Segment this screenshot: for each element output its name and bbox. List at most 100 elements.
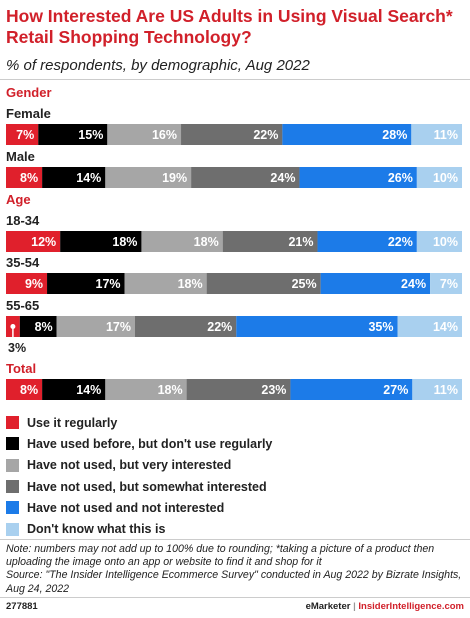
legend-label: Have not used, but very interested	[27, 458, 232, 473]
data-label-total-s1: 14%	[76, 383, 101, 397]
group-label-total: Total	[6, 361, 36, 376]
data-label-55-65-s4: 35%	[368, 320, 393, 334]
note-divider	[0, 539, 470, 540]
data-label-female-s3: 22%	[253, 128, 278, 142]
legend-swatch	[6, 416, 19, 430]
bar-segment-female-s1	[38, 124, 108, 145]
legend-swatch	[6, 437, 19, 451]
bar-segment-total-s2	[105, 379, 187, 400]
data-label-18-34-s1: 18%	[112, 235, 137, 249]
bar-segment-55-65-s4	[236, 316, 398, 337]
legend-swatch	[6, 522, 19, 536]
brand-emarketer: eMarketer	[305, 601, 351, 612]
data-label-35-54-s4: 24%	[401, 277, 426, 291]
data-label-35-54-s5: 7%	[440, 277, 458, 291]
legend-item: Have not used, but very interested	[6, 455, 272, 476]
bar-segment-18-34-s3	[222, 231, 318, 252]
bar-segment-female-s2	[107, 124, 182, 145]
bar-segment-35-54-s4	[320, 273, 431, 294]
data-label-male-s2: 19%	[162, 171, 187, 185]
bar-segment-female-s3	[181, 124, 283, 145]
legend-item: Have not used and not interested	[6, 497, 272, 518]
group-label-age: Age	[6, 192, 31, 207]
data-label-35-54-s2: 18%	[178, 277, 203, 291]
callout-dot-55-65-s0	[10, 324, 16, 329]
data-label-female-s0: 7%	[16, 128, 34, 142]
data-label-male-s5: 10%	[433, 171, 458, 185]
note-text: Note: numbers may not add up to 100% due…	[6, 543, 435, 569]
data-label-female-s1: 15%	[78, 128, 103, 142]
category-label-male: Male	[6, 149, 35, 164]
brand-insiderintelligence: InsiderIntelligence.com	[358, 601, 464, 612]
data-label-55-65-s1: 8%	[35, 320, 53, 334]
category-label-female: Female	[6, 106, 51, 121]
data-label-55-65-s5: 14%	[433, 320, 458, 334]
group-label-gender: Gender	[6, 85, 52, 100]
legend-item: Have used before, but don't use regularl…	[6, 433, 272, 454]
data-label-total-s4: 27%	[383, 383, 408, 397]
bar-segment-total-s5	[412, 379, 462, 400]
data-label-18-34-s0: 12%	[31, 235, 56, 249]
bar-segment-total-s4	[290, 379, 413, 400]
stacked-bar-chart: Gender Age Total Female 7% 15% 16% 22% 28% 11% Mal…	[6, 85, 462, 400]
source-text: Source: "The Insider Intelligence Ecomme…	[6, 569, 462, 595]
bar-segment-35-54-s5	[430, 273, 462, 294]
bar-segment-male-s2	[105, 167, 192, 188]
data-label-female-s4: 28%	[382, 128, 407, 142]
legend-swatch	[6, 480, 19, 494]
bar-segment-female-s4	[282, 124, 412, 145]
category-label-35-54: 35-54	[6, 255, 40, 270]
data-label-55-65-s2: 17%	[106, 320, 131, 334]
chart-id: 277881	[6, 601, 38, 612]
data-label-male-s4: 26%	[388, 171, 413, 185]
legend-label: Have used before, but don't use regularl…	[27, 436, 273, 451]
bar-segment-18-34-s5	[416, 231, 462, 252]
data-label-18-34-s2: 18%	[194, 235, 219, 249]
footer-brand: eMarketer | InsiderIntelligence.com	[306, 601, 464, 612]
legend-item: Use it regularly	[6, 412, 272, 433]
data-label-total-s0: 8%	[20, 383, 38, 397]
data-label-35-54-s1: 17%	[96, 277, 121, 291]
bar-segment-18-34-s2	[141, 231, 223, 252]
legend-label: Don't know what this is	[27, 522, 166, 537]
data-label-total-s2: 18%	[158, 383, 183, 397]
legend: Use it regularly Have used before, but do…	[6, 412, 272, 540]
chart-note: Note: numbers may not add up to 100% due…	[6, 543, 464, 596]
bar-segment-18-34-s4	[317, 231, 417, 252]
bar-segment-female-s0	[6, 124, 39, 145]
data-label-total-s5: 11%	[434, 383, 458, 397]
legend-swatch	[6, 501, 19, 515]
bar-segment-total-s3	[186, 379, 291, 400]
legend-label: Have not used and not interested	[27, 500, 225, 515]
legend-label: Use it regularly	[27, 415, 118, 430]
bar-segment-male-s3	[191, 167, 300, 188]
bar-segment-18-34-s1	[60, 231, 142, 252]
bar-segment-male-s1	[42, 167, 106, 188]
bar-segment-18-34-s0	[6, 231, 61, 252]
data-label-18-34-s4: 22%	[388, 235, 413, 249]
data-label-35-54-s0: 9%	[25, 277, 43, 291]
bar-segment-55-65-s1	[19, 316, 57, 337]
bar-segment-55-65-s3	[134, 316, 237, 337]
legend-swatch	[6, 458, 19, 472]
bar-segment-male-s0	[6, 167, 43, 188]
data-label-male-s0: 8%	[20, 171, 38, 185]
legend-item: Don't know what this is	[6, 518, 272, 539]
bar-segment-35-54-s1	[47, 273, 125, 294]
bar-segment-total-s1	[42, 379, 106, 400]
data-label-55-65-s0: 3%	[8, 341, 26, 355]
bar-segment-35-54-s2	[124, 273, 207, 294]
data-label-male-s1: 14%	[76, 171, 101, 185]
data-label-female-s5: 11%	[434, 128, 458, 142]
data-label-18-34-s5: 10%	[433, 235, 458, 249]
bar-segment-male-s4	[299, 167, 417, 188]
bar-segment-total-s0	[6, 379, 43, 400]
data-label-total-s3: 23%	[261, 383, 286, 397]
footer-divider	[0, 597, 470, 598]
header-divider	[0, 79, 470, 80]
data-label-35-54-s3: 25%	[292, 277, 317, 291]
bar-segment-55-65-s5	[397, 316, 462, 337]
data-label-55-65-s3: 22%	[207, 320, 232, 334]
brand-separator: |	[353, 601, 356, 612]
category-label-55-65: 55-65	[6, 298, 39, 313]
